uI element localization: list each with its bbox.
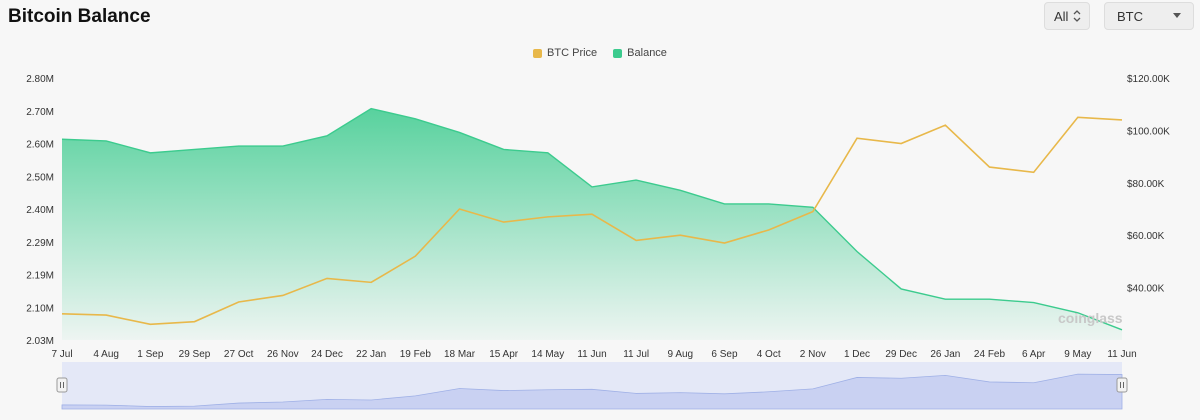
x-tick-label: 9 May (1064, 349, 1091, 360)
left-axis-tick-label: 2.80M (26, 74, 54, 85)
x-tick-label: 6 Apr (1022, 349, 1046, 360)
left-axis-tick-label: 2.19M (26, 271, 54, 282)
navigator-series (61, 373, 1123, 410)
x-tick-label: 1 Dec (844, 349, 870, 360)
range-select[interactable]: All (1044, 2, 1090, 30)
legend-label-balance: Balance (627, 47, 667, 59)
left-axis-tick-label: 2.10M (26, 303, 54, 314)
x-tick-label: 7 Jul (51, 349, 72, 360)
coin-value: BTC (1117, 8, 1143, 24)
legend-item-balance[interactable]: Balance (613, 47, 667, 59)
right-axis-tick-label: $80.00K (1127, 179, 1165, 190)
navigator-track[interactable] (62, 362, 1122, 409)
x-tick-label: 24 Dec (311, 349, 343, 360)
watermark-text: coinglass (1058, 310, 1123, 326)
balance-area (62, 108, 1122, 340)
up-down-chevron-icon (1073, 10, 1081, 22)
legend-label-price: BTC Price (547, 47, 598, 59)
navigator-handle-grip[interactable] (56, 377, 68, 393)
x-tick-label: 26 Jan (930, 349, 960, 360)
btc-price-line (61, 116, 1123, 326)
legend-item-btc-price[interactable]: BTC Price (533, 47, 597, 59)
x-tick-label: 18 Mar (444, 349, 476, 360)
x-tick-label: 6 Sep (711, 349, 738, 360)
x-tick-label: 11 Jul (623, 349, 649, 360)
balance-line (61, 107, 1123, 331)
navigator-handle-grip[interactable] (1116, 377, 1128, 393)
left-axis-tick-label: 2.29M (26, 238, 54, 249)
navigator-handle-right[interactable] (1116, 377, 1128, 393)
left-axis-tick-label: 2.60M (26, 140, 54, 151)
chart-legend: BTC Price Balance (0, 47, 1200, 59)
x-tick-label: 1 Sep (137, 349, 164, 360)
x-tick-label: 27 Oct (224, 349, 254, 360)
x-tick-label: 11 Jun (577, 349, 606, 360)
x-tick-label: 22 Jan (356, 349, 386, 360)
left-axis-tick-label: 2.40M (26, 205, 54, 216)
coin-select[interactable]: BTC (1104, 2, 1194, 30)
x-tick-label: 29 Dec (885, 349, 917, 360)
x-tick-label: 4 Oct (757, 349, 781, 360)
x-tick-label: 19 Feb (400, 349, 432, 360)
x-tick-label: 2 Nov (800, 349, 826, 360)
x-tick-label: 26 Nov (267, 349, 299, 360)
page-title: Bitcoin Balance (8, 6, 151, 27)
legend-swatch-balance (613, 48, 623, 58)
x-tick-label: 15 Apr (489, 349, 519, 360)
x-tick-label: 9 Aug (668, 349, 694, 360)
x-tick-label: 11 Jun (1107, 349, 1136, 360)
right-axis-tick-label: $100.00K (1127, 126, 1170, 137)
right-axis-tick-label: $40.00K (1127, 284, 1165, 295)
left-axis-tick-label: 2.03M (26, 336, 54, 347)
x-tick-label: 4 Aug (93, 349, 119, 360)
x-tick-label: 29 Sep (179, 349, 211, 360)
navigator-handle-left[interactable] (56, 377, 68, 393)
range-value: All (1054, 8, 1069, 24)
right-axis-tick-label: $120.00K (1127, 74, 1170, 85)
left-axis-tick-label: 2.70M (26, 107, 54, 118)
legend-swatch-price (533, 48, 543, 58)
caret-down-icon (1173, 13, 1181, 18)
x-tick-label: 24 Feb (974, 349, 1006, 360)
left-axis-tick-label: 2.50M (26, 172, 54, 183)
x-tick-label: 14 May (531, 349, 564, 360)
right-axis-tick-label: $60.00K (1127, 231, 1165, 242)
